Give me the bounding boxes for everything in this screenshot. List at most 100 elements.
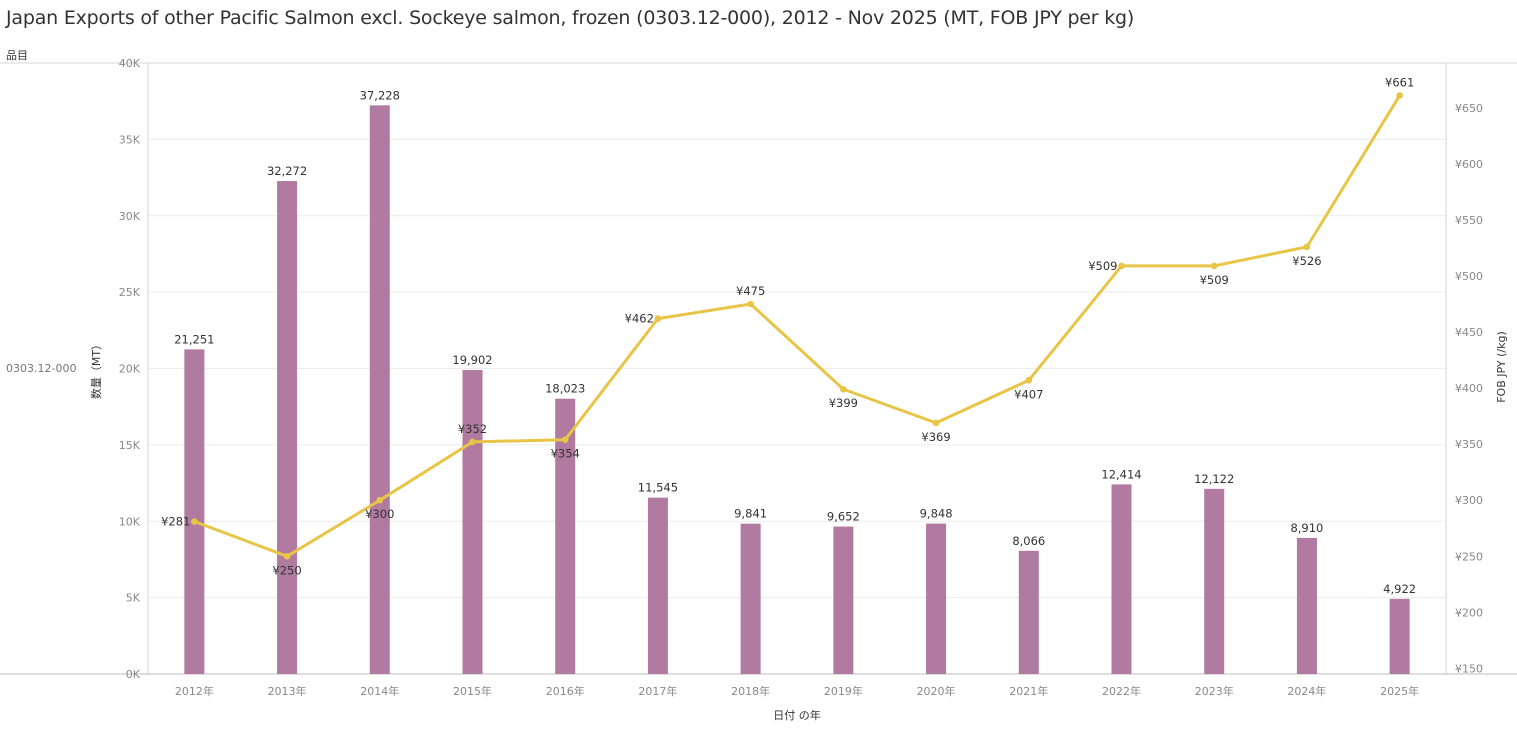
y-left-tick-label: 30K: [119, 210, 141, 223]
x-tick-label: 2012年: [175, 684, 214, 698]
bar-value-label: 9,652: [827, 510, 860, 524]
x-tick-label: 2019年: [824, 684, 863, 698]
bar: [369, 105, 390, 675]
x-tick-label: 2016年: [546, 684, 585, 698]
bar: [1018, 550, 1039, 674]
price-point: [1303, 243, 1311, 251]
price-point: [191, 518, 198, 525]
price-value-label: ¥354: [551, 447, 580, 461]
bar: [1389, 598, 1410, 674]
row-label: 0303.12-000: [6, 362, 77, 375]
x-tick-label: 2015年: [453, 684, 492, 698]
y-right-tick-label: ¥150: [1455, 662, 1483, 675]
x-tick-label: 2025年: [1380, 684, 1419, 698]
y-right-tick-label: ¥250: [1455, 550, 1483, 563]
price-point: [469, 438, 476, 446]
line-series: [191, 92, 1403, 560]
y-left-tick-label: 25K: [119, 286, 141, 299]
y-axis-left-title: 数量（MT）: [90, 339, 103, 399]
price-point: [747, 300, 754, 308]
x-tick-label: 2014年: [360, 684, 399, 698]
bar-value-label: 8,066: [1012, 534, 1045, 548]
price-value-label: ¥250: [272, 563, 301, 577]
bar: [462, 369, 483, 674]
price-point: [654, 315, 662, 322]
bar-value-label: 9,848: [920, 507, 953, 521]
bar-value-label: 11,545: [638, 481, 678, 495]
data-labels: 21,251 32,272 37,228 19,902 18,023 11,545 9,84…: [161, 76, 1416, 596]
y-left-tick-label: 15K: [119, 439, 141, 452]
y-right-tick-label: ¥450: [1455, 326, 1483, 339]
axis-ticks: 0K 5K 10K 15K 20K 25K 30K 35K 40K ¥150 ¥200 ¥250 ¥30…: [119, 57, 1483, 698]
price-value-label: ¥462: [625, 312, 654, 326]
price-point: [376, 496, 384, 504]
y-left-tick-label: 10K: [119, 515, 141, 528]
price-point: [1210, 262, 1218, 270]
bar-value-label: 9,841: [734, 507, 767, 521]
price-point: [1025, 376, 1033, 384]
x-tick-label: 2024年: [1287, 684, 1326, 698]
price-line: [192, 94, 1402, 558]
bar: [926, 523, 947, 674]
x-axis-title: 日付 の年: [773, 708, 821, 722]
y-right-tick-label: ¥350: [1455, 438, 1483, 451]
bar: [1296, 537, 1317, 674]
price-point: [840, 385, 847, 393]
x-tick-label: 2023年: [1195, 684, 1234, 698]
bar-value-label: 37,228: [360, 88, 400, 102]
x-tick-label: 2022年: [1102, 684, 1141, 698]
y-left-tick-label: 20K: [119, 363, 141, 376]
gridlines: [148, 62, 1446, 599]
y-left-tick-label: 5K: [126, 592, 141, 605]
bar-value-label: 32,272: [267, 164, 307, 178]
price-point: [283, 552, 291, 560]
row-header: 品目: [6, 49, 28, 62]
price-value-label: ¥300: [365, 507, 394, 521]
y-right-tick-label: ¥650: [1455, 102, 1483, 115]
chart-title: Japan Exports of other Pacific Salmon ex…: [6, 7, 1135, 29]
bar: [647, 497, 668, 674]
bar-value-label: 18,023: [545, 382, 585, 396]
bar: [277, 181, 298, 674]
x-tick-label: 2021年: [1009, 684, 1048, 698]
price-point: [932, 419, 940, 427]
y-right-tick-label: ¥400: [1455, 382, 1483, 395]
price-value-label: ¥509: [1200, 273, 1229, 287]
y-right-tick-label: ¥500: [1455, 270, 1483, 283]
bar-series: [184, 105, 1410, 675]
y-right-tick-label: ¥200: [1455, 606, 1483, 619]
price-point: [1396, 92, 1403, 99]
y-axis-right-title: FOB JPY (/kg): [1495, 331, 1508, 403]
price-point: [561, 436, 569, 443]
bar-value-label: 12,414: [1101, 467, 1141, 481]
price-value-label: ¥509: [1088, 259, 1117, 273]
price-value-label: ¥281: [161, 515, 190, 529]
price-value-label: ¥661: [1385, 76, 1414, 90]
y-right-tick-label: ¥550: [1455, 214, 1483, 227]
x-tick-label: 2020年: [917, 684, 956, 698]
bar-value-label: 8,910: [1290, 521, 1323, 535]
bar: [555, 398, 576, 674]
price-value-label: ¥407: [1014, 387, 1043, 401]
y-right-tick-label: ¥300: [1455, 494, 1483, 507]
bar: [184, 349, 205, 674]
price-point: [1118, 262, 1125, 270]
bar-value-label: 12,122: [1194, 472, 1234, 486]
price-value-label: ¥526: [1292, 254, 1321, 268]
x-tick-label: 2018年: [731, 684, 770, 698]
x-tick-label: 2017年: [638, 684, 677, 698]
y-left-tick-label: 0K: [126, 668, 141, 681]
x-tick-label: 2013年: [268, 684, 307, 698]
bar: [1204, 488, 1225, 674]
bar-value-label: 21,251: [174, 332, 214, 346]
bar: [740, 523, 761, 674]
y-right-tick-label: ¥600: [1455, 158, 1483, 171]
price-value-label: ¥352: [458, 422, 487, 436]
price-value-label: ¥399: [829, 396, 858, 410]
price-value-label: ¥369: [921, 430, 950, 444]
bar-value-label: 4,922: [1383, 582, 1416, 596]
bar: [833, 526, 854, 674]
price-value-label: ¥475: [736, 284, 765, 298]
bar-value-label: 19,902: [452, 353, 492, 367]
